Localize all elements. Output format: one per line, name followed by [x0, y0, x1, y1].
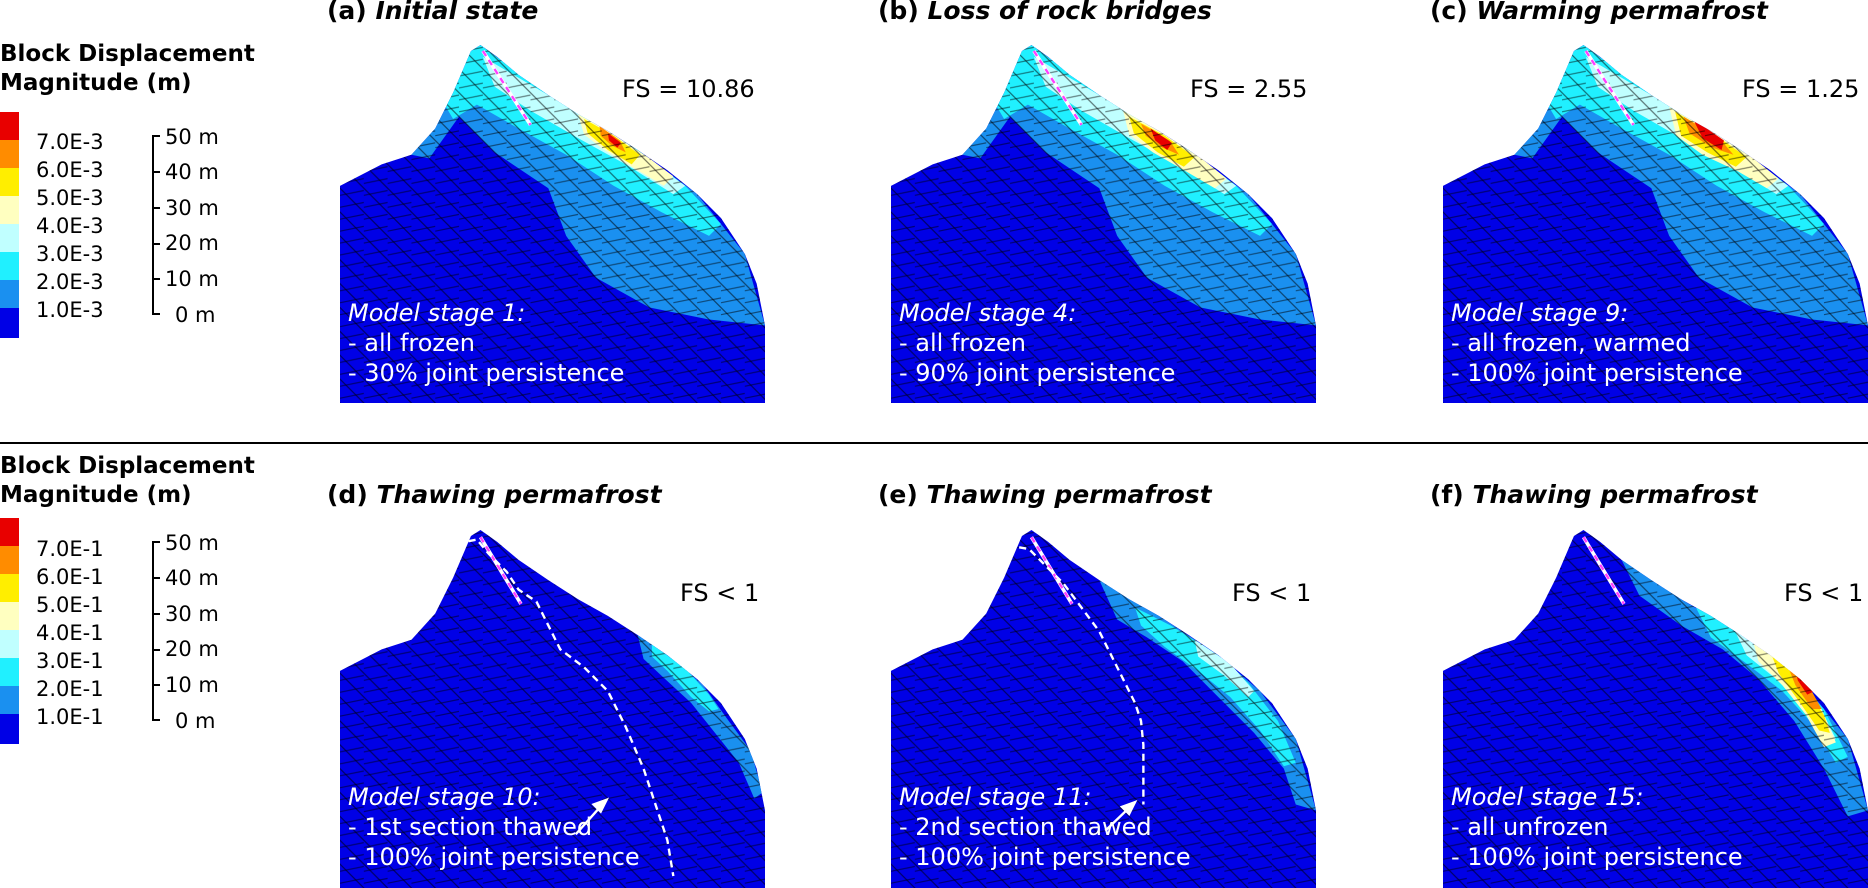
panel-title: (f) Thawing permafrost — [1430, 482, 1758, 508]
slope-model-a — [340, 45, 765, 403]
panel-letter: (e) — [878, 480, 918, 509]
stage-line: - 100% joint persistence — [348, 843, 640, 871]
stage-line: - 2nd section thawed — [899, 813, 1152, 841]
scale-label: 50 m — [165, 125, 219, 149]
panel-letter: (f) — [1430, 480, 1464, 509]
factor-of-safety: FS < 1 — [1232, 579, 1312, 607]
colorbar-label: 2.0E-1 — [36, 677, 104, 701]
scale-label: 40 m — [165, 160, 219, 184]
stage-title: Model stage 11: — [899, 783, 1092, 811]
stage-line: - all frozen, warmed — [1451, 329, 1691, 357]
colorbar-label: 3.0E-3 — [36, 242, 104, 266]
stage-line: - 90% joint persistence — [899, 359, 1176, 387]
stage-line: - 100% joint persistence — [1451, 359, 1743, 387]
legend-title-top: Block Displacement Magnitude (m) — [0, 40, 255, 98]
legend-title-line2: Magnitude (m) — [0, 482, 192, 508]
scale-label: 30 m — [165, 196, 219, 220]
colorbar-label: 7.0E-1 — [36, 537, 104, 561]
stage-line: - 100% joint persistence — [1451, 843, 1743, 871]
scale-bar-top — [152, 135, 160, 315]
legend-title-bottom: Block Displacement Magnitude (m) — [0, 440, 255, 510]
colorbar-label: 5.0E-1 — [36, 593, 104, 617]
stage-title: Model stage 15: — [1451, 783, 1644, 811]
stage-annotation: Model stage 4: - all frozen - 90% joint … — [899, 298, 1175, 388]
panel-title: (c) Warming permafrost — [1430, 0, 1768, 24]
factor-of-safety: FS = 1.25 — [1742, 75, 1860, 103]
panel-title-text: Thawing permafrost — [376, 480, 662, 509]
stage-annotation: Model stage 1: - all frozen - 30% joint … — [348, 298, 624, 388]
colorbar-top — [0, 112, 19, 338]
scale-label: 10 m — [165, 673, 219, 697]
scale-label: 0 m — [175, 709, 216, 733]
scale-label: 50 m — [165, 531, 219, 555]
stage-annotation: Model stage 15: - all unfrozen - 100% jo… — [1451, 782, 1743, 872]
panel-title: (d) Thawing permafrost — [327, 482, 662, 508]
stage-title: Model stage 1: — [348, 299, 526, 327]
panel-title-text: Initial state — [375, 0, 539, 25]
slope-model-f — [1443, 530, 1868, 888]
legend-title-line2: Magnitude (m) — [0, 70, 192, 96]
legend-title-line1: Block Displacement — [0, 41, 255, 67]
colorbar-label: 2.0E-3 — [36, 270, 104, 294]
panel-title-text: Thawing permafrost — [926, 480, 1212, 509]
scale-label: 10 m — [165, 267, 219, 291]
scale-bar-bottom — [152, 541, 160, 721]
colorbar-label: 3.0E-1 — [36, 649, 104, 673]
stage-title: Model stage 10: — [348, 783, 541, 811]
scale-label: 40 m — [165, 566, 219, 590]
factor-of-safety: FS < 1 — [680, 579, 760, 607]
stage-line: - 1st section thawed — [348, 813, 593, 841]
row-divider — [0, 442, 1868, 444]
scale-label: 30 m — [165, 602, 219, 626]
panel-title-text: Warming permafrost — [1476, 0, 1768, 25]
colorbar-label: 1.0E-1 — [36, 705, 104, 729]
panel-letter: (d) — [327, 480, 368, 509]
slope-model-c — [1443, 45, 1868, 403]
stage-annotation: Model stage 9: - all frozen, warmed - 10… — [1451, 298, 1743, 388]
slope-model-b — [891, 45, 1316, 403]
stage-line: - all frozen — [348, 329, 476, 357]
panel-title: (b) Loss of rock bridges — [878, 0, 1212, 24]
colorbar-bottom — [0, 518, 19, 744]
panel-title-text: Thawing permafrost — [1472, 480, 1758, 509]
scale-label: 20 m — [165, 231, 219, 255]
colorbar-label: 4.0E-1 — [36, 621, 104, 645]
panel-title: (e) Thawing permafrost — [878, 482, 1212, 508]
panel-letter: (c) — [1430, 0, 1468, 25]
colorbar-label: 6.0E-1 — [36, 565, 104, 589]
legend-title-line1: Block Displacement — [0, 453, 255, 479]
colorbar-label: 7.0E-3 — [36, 130, 104, 154]
panel-title-text: Loss of rock bridges — [927, 0, 1212, 25]
stage-line: - 30% joint persistence — [348, 359, 625, 387]
stage-line: - all unfrozen — [1451, 813, 1609, 841]
slope-model-e — [890, 530, 1316, 888]
factor-of-safety: FS = 2.55 — [1190, 75, 1308, 103]
stage-annotation: Model stage 10: - 1st section thawed - 1… — [348, 782, 640, 872]
slope-model-d — [339, 530, 765, 888]
colorbar-label: 1.0E-3 — [36, 298, 104, 322]
panel-letter: (b) — [878, 0, 919, 25]
stage-title: Model stage 4: — [899, 299, 1077, 327]
panel-title: (a) Initial state — [327, 0, 538, 24]
scale-label: 20 m — [165, 637, 219, 661]
colorbar-label: 4.0E-3 — [36, 214, 104, 238]
colorbar-label: 5.0E-3 — [36, 186, 104, 210]
factor-of-safety: FS = 10.86 — [622, 75, 755, 103]
stage-annotation: Model stage 11: - 2nd section thawed - 1… — [899, 782, 1191, 872]
scale-label: 0 m — [175, 303, 216, 327]
stage-title: Model stage 9: — [1451, 299, 1629, 327]
factor-of-safety: FS < 1 — [1784, 579, 1864, 607]
stage-line: - 100% joint persistence — [899, 843, 1191, 871]
stage-line: - all frozen — [899, 329, 1027, 357]
panel-letter: (a) — [327, 0, 367, 25]
colorbar-label: 6.0E-3 — [36, 158, 104, 182]
